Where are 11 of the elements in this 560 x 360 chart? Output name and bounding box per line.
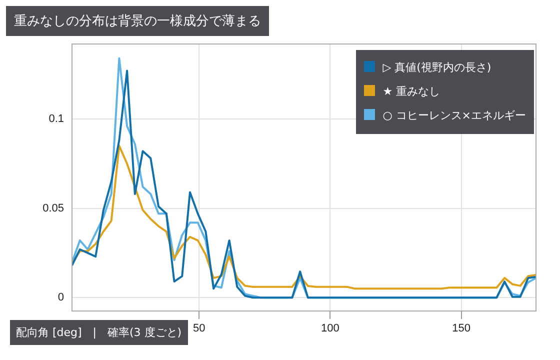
chart-title: 重みなしの分布は背景の一様成分で薄まる — [6, 6, 269, 36]
x-axis-title: 配向角 [deg] | 確率(3 度ごと) — [10, 320, 188, 345]
x-tick-label: 50 — [193, 322, 206, 335]
y-tick-label: 0.1 — [48, 113, 64, 126]
y-tick-label: 0.05 — [42, 202, 64, 214]
x-tick-label: 150 — [452, 322, 470, 335]
legend-label: ★ 重みなし — [382, 84, 442, 100]
x-tick-label: 100 — [321, 322, 340, 335]
legend-label: ○ コヒーレンス×エネルギー — [382, 108, 526, 124]
y-tick-label: 0 — [58, 292, 64, 304]
legend-label: ▷ 真値(視野内の長さ) — [382, 60, 492, 76]
